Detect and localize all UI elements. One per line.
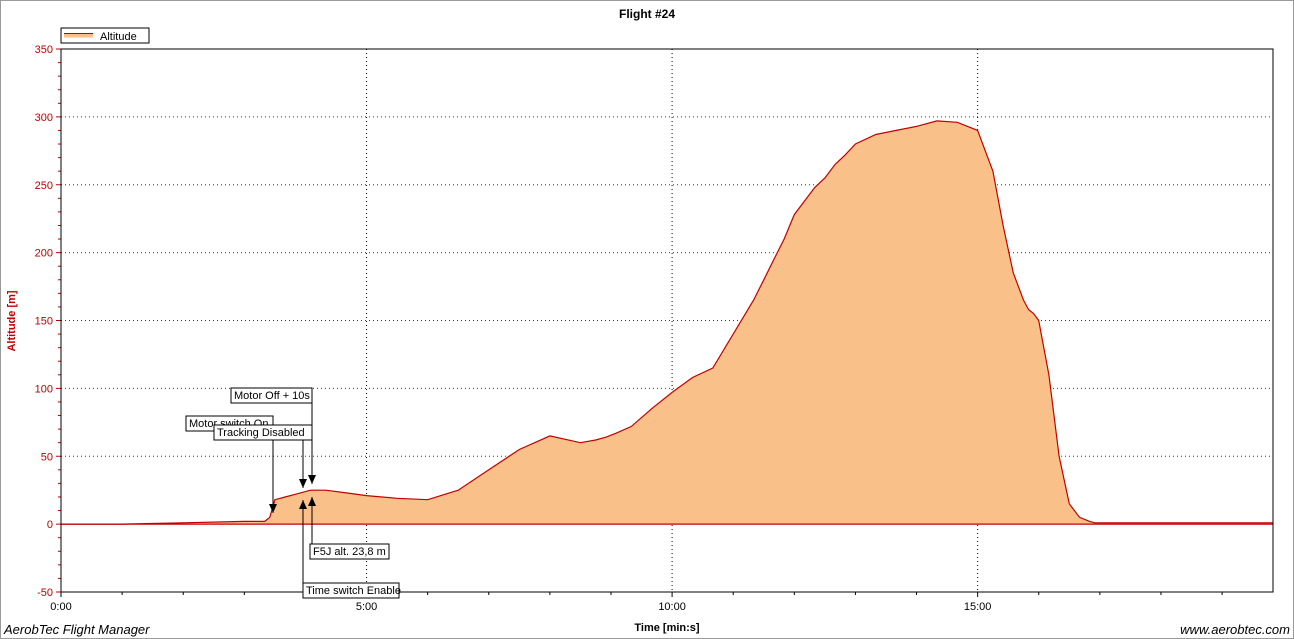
axes: -50 0 50 100 150 200 250 300 350 0:00 5:00 10:00 15:… xyxy=(35,44,1274,613)
y-tick-label: 200 xyxy=(35,248,53,260)
altitude-area xyxy=(61,120,1273,525)
y-tick-label: 150 xyxy=(35,316,53,328)
chart-title: Flight #24 xyxy=(619,7,675,21)
annotation-marker: Motor Off + 10s xyxy=(230,387,316,484)
legend-label: Altitude xyxy=(100,31,137,43)
annotation-label: Time switch Enable xyxy=(306,585,401,597)
annotation-box xyxy=(230,387,313,404)
legend-box xyxy=(60,27,150,44)
x-tick-label: 0:00 xyxy=(50,601,71,613)
y-tick-label: 0 xyxy=(47,519,53,531)
annotation-box xyxy=(213,424,313,441)
y-tick-label: -50 xyxy=(37,587,53,599)
annotation-marker: Tracking Disabled xyxy=(213,424,313,488)
x-tick-label: 15:00 xyxy=(964,601,992,613)
annotation-marker: Time switch Enable xyxy=(299,500,401,599)
plot-border xyxy=(60,48,1274,593)
legend: Altitude xyxy=(60,27,150,44)
altitude-line xyxy=(61,120,1273,525)
x-tick-label: 5:00 xyxy=(356,601,377,613)
annotation-box xyxy=(309,543,390,560)
annotation-marker: F5J alt. 23,8 m xyxy=(308,497,390,560)
annotation-box xyxy=(302,582,400,599)
data-layer xyxy=(61,120,1273,525)
annotation-arrow xyxy=(299,479,307,488)
annotation-arrow xyxy=(308,497,316,506)
annotation-arrow xyxy=(308,475,316,484)
y-tick-label: 100 xyxy=(35,383,53,395)
annotation-label: Tracking Disabled xyxy=(217,427,305,439)
x-axis-label: Time [min:s] xyxy=(634,622,700,634)
footer-left: AerobTec Flight Manager xyxy=(3,622,150,637)
y-tick-label: 350 xyxy=(35,44,53,56)
x-tick-label: 10:00 xyxy=(658,601,686,613)
y-tick-label: 50 xyxy=(41,451,53,463)
y-tick-label: 300 xyxy=(35,112,53,124)
y-axis-label: Altitude [m] xyxy=(6,290,18,351)
annotation-label: F5J alt. 23,8 m xyxy=(313,546,386,558)
y-tick-label: 250 xyxy=(35,180,53,192)
annotation-arrow xyxy=(269,504,277,513)
footer-right: www.aerobtec.com xyxy=(1180,622,1290,637)
annotation-label: Motor Off + 10s xyxy=(234,390,310,402)
annotation-arrow xyxy=(299,500,307,509)
